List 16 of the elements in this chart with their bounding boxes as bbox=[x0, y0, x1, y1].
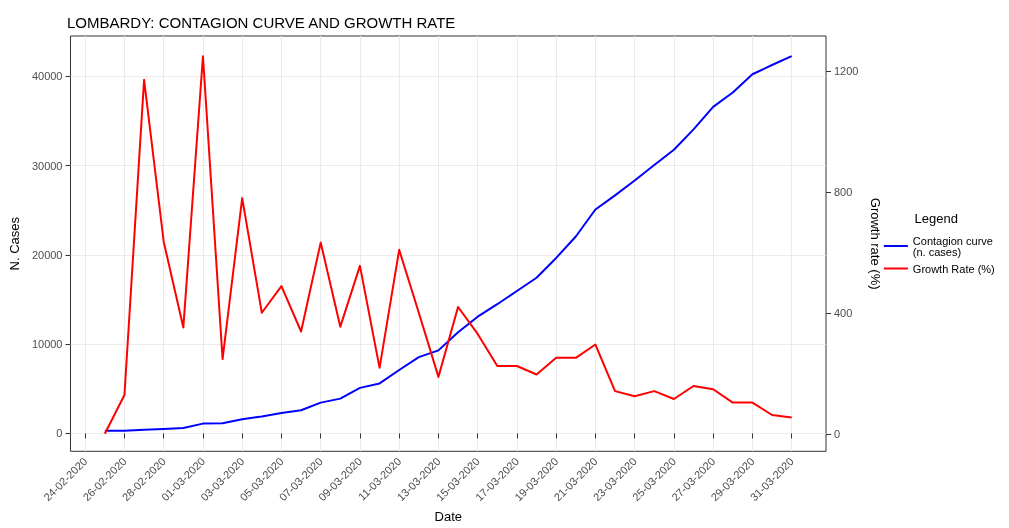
y2-tick-label: 1200 bbox=[834, 64, 859, 77]
y2-tick-label: 0 bbox=[834, 427, 841, 440]
y2-tick-label: 800 bbox=[834, 185, 853, 198]
legend-title: Legend bbox=[914, 211, 959, 226]
y2-tick-label: 400 bbox=[834, 306, 853, 319]
y-tick-label: 20000 bbox=[31, 248, 63, 261]
y-tick-label: 10000 bbox=[31, 338, 63, 351]
legend-label: Contagion curve (n. cases) bbox=[912, 234, 997, 258]
chart-title: LOMBARDY: CONTAGION CURVE AND GROWTH RATE bbox=[67, 14, 456, 31]
y2-axis-title: Growth rate (%) bbox=[868, 197, 884, 290]
x-axis-title: Date bbox=[434, 509, 462, 524]
y-tick-label: 30000 bbox=[31, 159, 63, 172]
y-tick-label: 0 bbox=[56, 427, 63, 440]
y-tick-label: 40000 bbox=[31, 70, 63, 83]
y-axis-title: N. Cases bbox=[7, 216, 22, 271]
legend-label: Growth Rate (%) bbox=[912, 262, 995, 275]
